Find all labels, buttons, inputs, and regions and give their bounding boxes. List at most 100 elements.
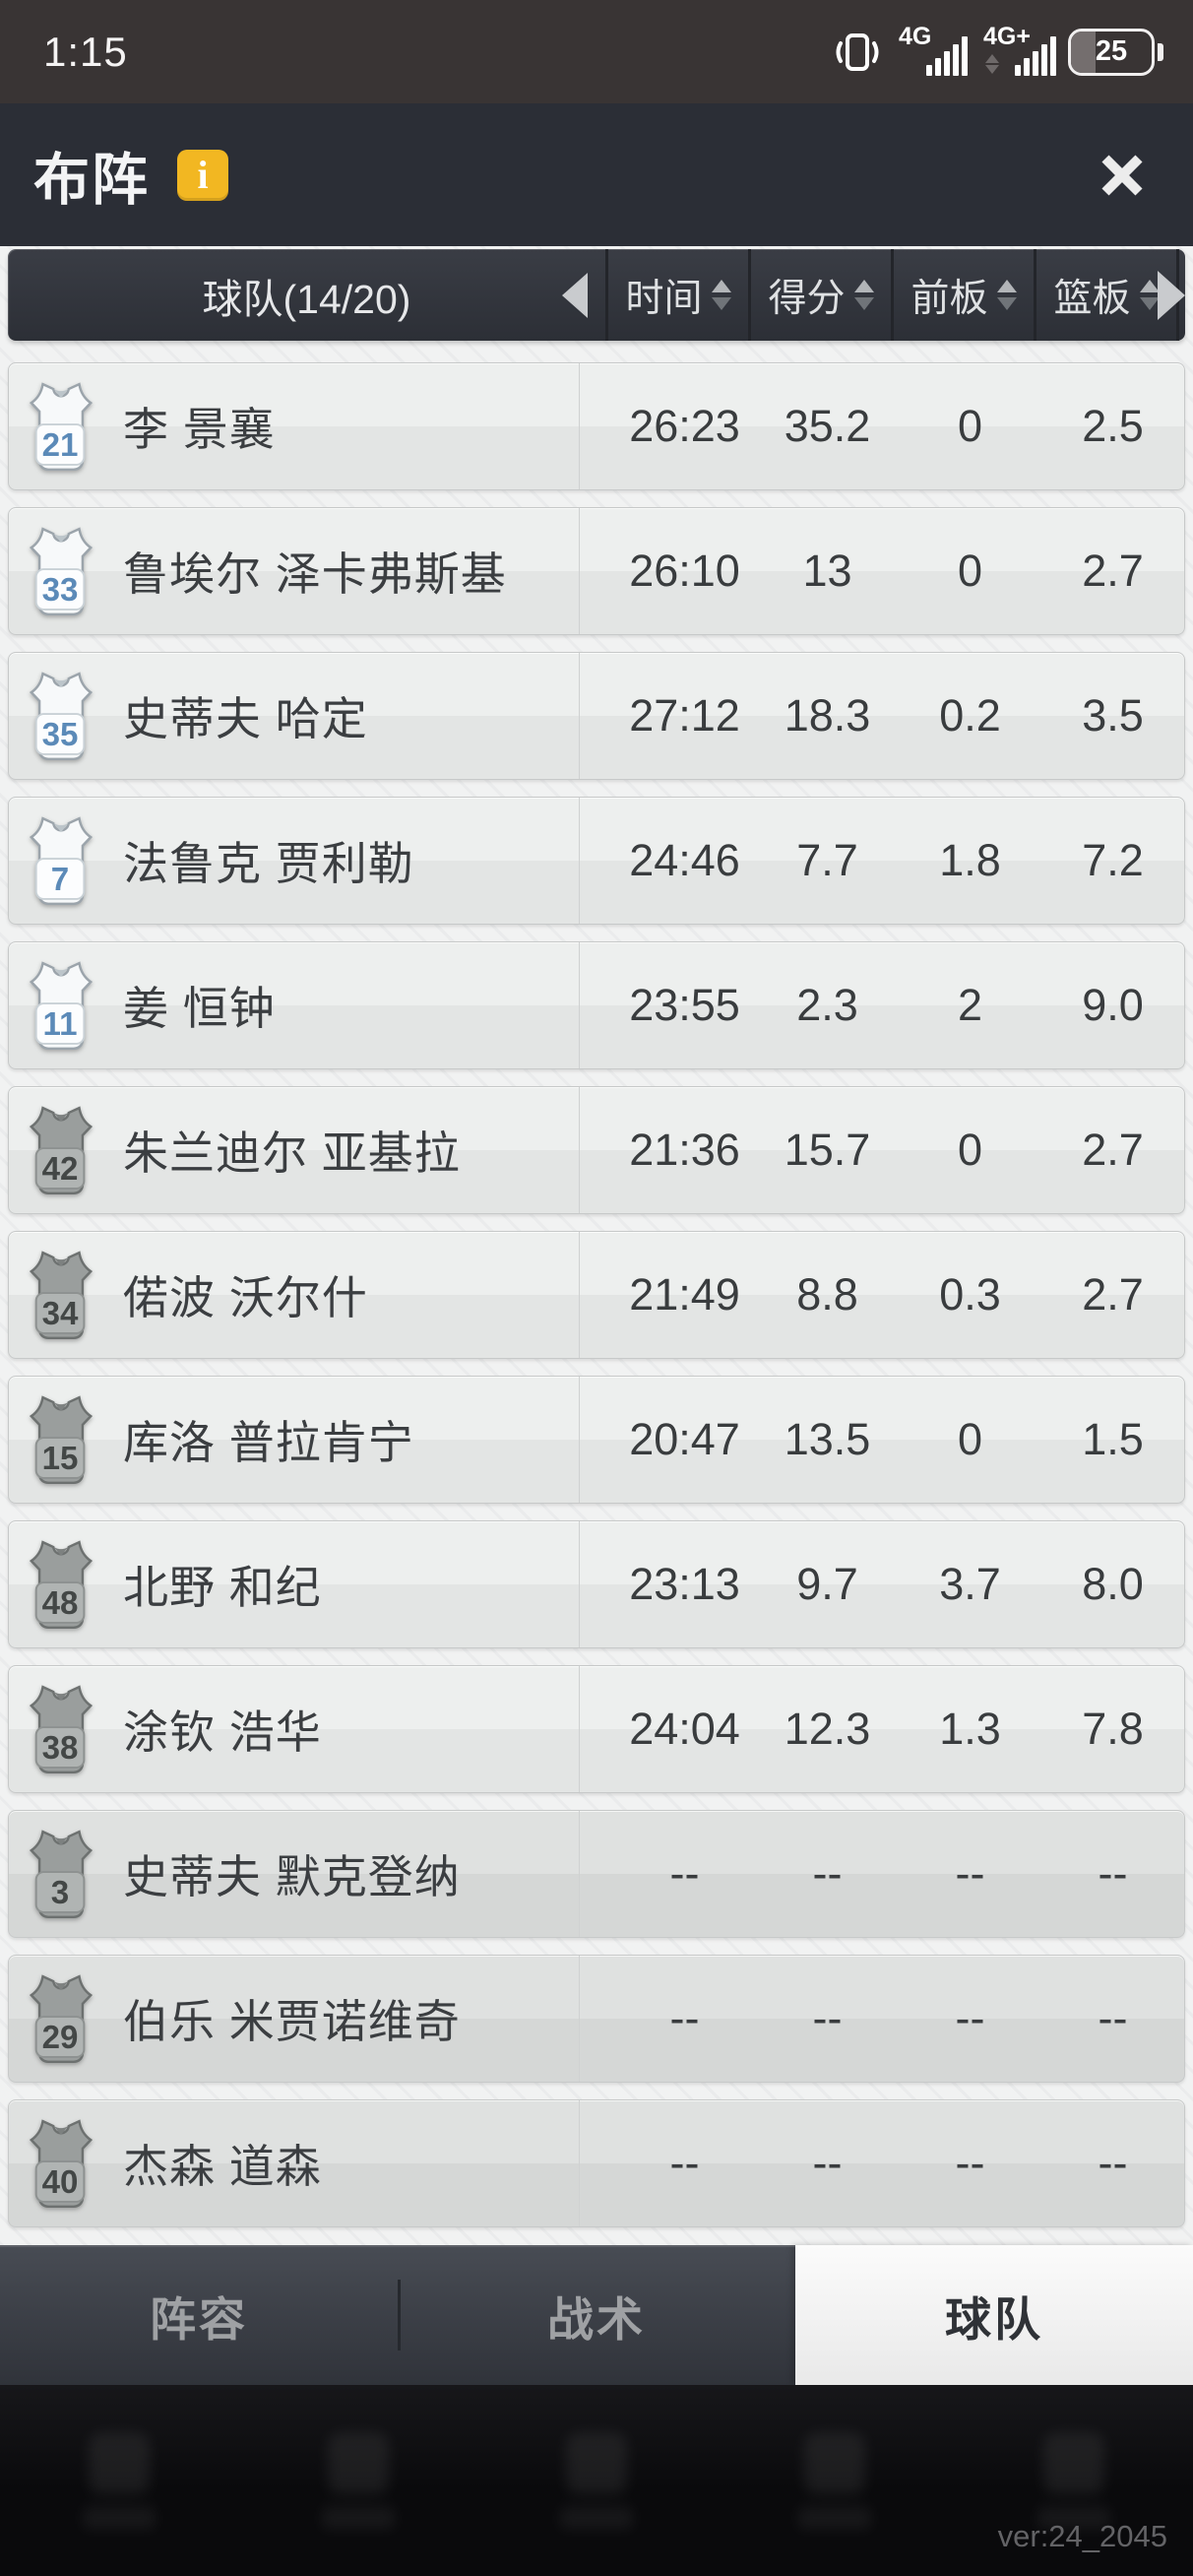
stat-rebound: 3.5 [1082, 690, 1144, 741]
player-name-cell: 21 李 景襄 [9, 363, 580, 489]
stat-offrebound: -- [955, 1993, 985, 2043]
close-button[interactable] [1097, 150, 1148, 201]
stat-time: 26:10 [629, 546, 740, 596]
stat-points: 2.3 [796, 980, 858, 1030]
stat-points: 8.8 [796, 1269, 858, 1320]
stat-time: 20:47 [629, 1414, 740, 1464]
version-label: ver:24_2045 [997, 2519, 1167, 2553]
stat-time: -- [669, 1848, 700, 1899]
stat-time: -- [669, 2138, 700, 2188]
scroll-right-icon[interactable] [1158, 270, 1185, 320]
stat-points: 13 [802, 546, 852, 596]
player-name-cell: 15 库洛 普拉肯宁 [9, 1377, 580, 1503]
player-row[interactable]: 33 鲁埃尔 泽卡弗斯基 26:10 13 0 2.7 [8, 507, 1185, 635]
player-name: 鲁埃尔 泽卡弗斯基 [123, 548, 507, 600]
column-team[interactable]: 球队(14/20) [8, 249, 605, 341]
jersey-icon: 3 [29, 1830, 94, 1919]
stat-time: -- [669, 1993, 700, 2043]
stat-rebound: -- [1098, 1993, 1128, 2043]
svg-text:33: 33 [42, 572, 79, 609]
signal-4g-label: 4G [899, 22, 932, 50]
stat-offrebound: 0 [957, 1125, 983, 1175]
signal-4g-plus-label: 4G+ [983, 22, 1031, 50]
player-row[interactable]: 42 朱兰迪尔 亚基拉 21:36 15.7 0 2.7 [8, 1086, 1185, 1214]
player-name: 伯乐 米贾诺维奇 [123, 1996, 461, 2047]
svg-text:40: 40 [42, 2164, 79, 2201]
stat-points: -- [812, 1848, 843, 1899]
stat-rebound: 7.2 [1082, 835, 1144, 885]
player-stats: 27:12 18.3 0.2 3.5 [580, 653, 1184, 779]
jersey-icon: 42 [29, 1106, 94, 1195]
player-row[interactable]: 48 北野 和纪 23:13 9.7 3.7 8.0 [8, 1520, 1185, 1648]
player-stats: 24:46 7.7 1.8 7.2 [580, 798, 1184, 924]
svg-text:38: 38 [42, 1730, 79, 1767]
player-name: 北野 和纪 [123, 1562, 322, 1613]
clock: 1:15 [43, 28, 128, 75]
stat-offrebound: 0 [957, 1414, 983, 1464]
stat-offrebound: 1.8 [939, 835, 1001, 885]
player-stats: -- -- -- -- [580, 1956, 1184, 2082]
svg-text:48: 48 [42, 1585, 79, 1622]
stat-rebound: 2.7 [1082, 1269, 1144, 1320]
tab-tactics[interactable]: 战术 [398, 2245, 795, 2385]
stat-points: 13.5 [784, 1414, 871, 1464]
player-row[interactable]: 7 法鲁克 贾利勒 24:46 7.7 1.8 7.2 [8, 797, 1185, 925]
player-stats: 23:13 9.7 3.7 8.0 [580, 1521, 1184, 1647]
player-stats: 21:49 8.8 0.3 2.7 [580, 1232, 1184, 1358]
stat-rebound: 9.0 [1082, 980, 1144, 1030]
svg-text:35: 35 [42, 717, 79, 753]
sort-arrows-icon [711, 280, 731, 310]
player-row[interactable]: 34 偌波 沃尔什 21:49 8.8 0.3 2.7 [8, 1231, 1185, 1359]
player-name: 史蒂夫 哈定 [123, 693, 368, 744]
stat-rebound: 2.7 [1082, 546, 1144, 596]
svg-text:42: 42 [42, 1151, 79, 1188]
player-name: 姜 恒钟 [123, 983, 276, 1034]
column-time-sort[interactable]: 时间 [605, 249, 748, 341]
player-name-cell: 7 法鲁克 贾利勒 [9, 798, 580, 924]
player-row[interactable]: 15 库洛 普拉肯宁 20:47 13.5 0 1.5 [8, 1376, 1185, 1504]
jersey-icon: 15 [29, 1395, 94, 1485]
player-stats: 20:47 13.5 0 1.5 [580, 1377, 1184, 1503]
stat-rebound: 7.8 [1082, 1704, 1144, 1754]
player-row[interactable]: 38 涂钦 浩华 24:04 12.3 1.3 7.8 [8, 1665, 1185, 1793]
player-stats: 26:23 35.2 0 2.5 [580, 363, 1184, 489]
player-row[interactable]: 29 伯乐 米贾诺维奇 -- -- -- -- [8, 1955, 1185, 2083]
player-stats: 23:55 2.3 2 9.0 [580, 942, 1184, 1068]
stat-offrebound: 0.3 [939, 1269, 1001, 1320]
stat-offrebound: -- [955, 1848, 985, 1899]
player-row[interactable]: 11 姜 恒钟 23:55 2.3 2 9.0 [8, 941, 1185, 1069]
column-rebound-sort[interactable]: 篮板 [1034, 249, 1176, 341]
svg-text:29: 29 [42, 2020, 79, 2056]
bottom-tab-bar: 阵容 战术 球队 [0, 2245, 1193, 2385]
player-name-cell: 40 杰森 道森 [9, 2100, 580, 2226]
stat-time: 21:49 [629, 1269, 740, 1320]
player-row[interactable]: 40 杰森 道森 -- -- -- -- [8, 2099, 1185, 2227]
stat-rebound: -- [1098, 2138, 1128, 2188]
player-stats: 26:10 13 0 2.7 [580, 508, 1184, 634]
player-name-cell: 42 朱兰迪尔 亚基拉 [9, 1087, 580, 1213]
player-name-cell: 38 涂钦 浩华 [9, 1666, 580, 1792]
stat-time: 23:55 [629, 980, 740, 1030]
player-row[interactable]: 35 史蒂夫 哈定 27:12 18.3 0.2 3.5 [8, 652, 1185, 780]
dimmed-nav-item [477, 2385, 716, 2576]
stat-points: 15.7 [784, 1125, 871, 1175]
column-points-sort[interactable]: 得分 [748, 249, 891, 341]
tab-lineup[interactable]: 阵容 [150, 2292, 248, 2346]
svg-text:11: 11 [43, 1006, 78, 1043]
column-offrebound-sort[interactable]: 前板 [891, 249, 1034, 341]
scroll-left-icon[interactable] [562, 272, 588, 318]
player-name-cell: 48 北野 和纪 [9, 1521, 580, 1647]
page-title: 布阵 [33, 148, 150, 212]
jersey-icon: 33 [29, 527, 94, 616]
svg-text:15: 15 [42, 1441, 79, 1477]
player-name: 朱兰迪尔 亚基拉 [123, 1127, 461, 1179]
tab-team[interactable]: 球队 [795, 2245, 1193, 2385]
info-icon: i [197, 152, 209, 197]
player-row[interactable]: 3 史蒂夫 默克登纳 -- -- -- -- [8, 1810, 1185, 1938]
stat-offrebound: 0 [957, 401, 983, 451]
dimmed-nav-item [0, 2385, 238, 2576]
jersey-icon: 35 [29, 672, 94, 761]
info-button[interactable]: i [177, 149, 228, 201]
player-name: 偌波 沃尔什 [123, 1272, 368, 1323]
player-row[interactable]: 21 李 景襄 26:23 35.2 0 2.5 [8, 362, 1185, 490]
